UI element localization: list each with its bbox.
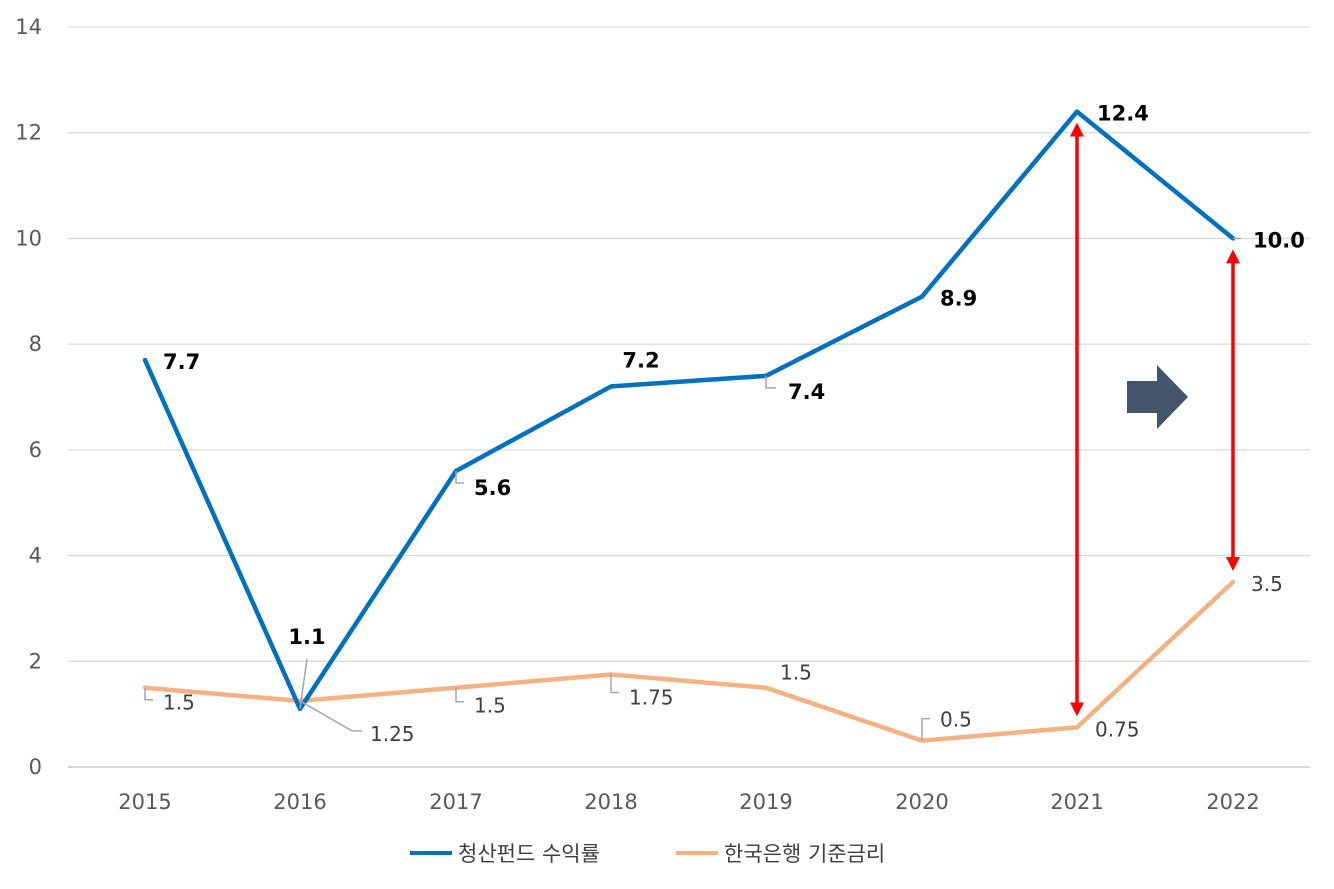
y-tick-label: 14 (15, 15, 42, 39)
series-line-fund (142, 109, 1236, 712)
data-label-fund: 12.4 (1097, 102, 1149, 126)
data-label-fund: 7.4 (788, 380, 825, 404)
leader-line (921, 717, 930, 741)
data-label-fund: 1.1 (288, 625, 325, 649)
data-label-rate: 0.75 (1095, 717, 1140, 741)
data-label-fund: 8.9 (940, 287, 977, 311)
gap-arrows (1070, 122, 1240, 717)
data-label-rate: 1.75 (629, 686, 674, 710)
y-tick-label: 6 (29, 438, 42, 462)
right-arrow-icon (1127, 365, 1188, 429)
x-tick-label: 2017 (429, 790, 482, 814)
data-label-rate: 1.5 (474, 694, 506, 718)
data-label-fund: 7.7 (163, 350, 200, 374)
data-label-rate: 0.5 (940, 708, 972, 732)
data-labels: 7.7 1.1 5.6 7.2 7.4 8.9 12.4 10.0 1.5 1.25 1.5 1.75… (163, 102, 1305, 746)
data-label-rate: 3.5 (1251, 572, 1283, 596)
leader-line (455, 687, 464, 703)
gridlines (68, 26, 1310, 768)
data-label-fund: 5.6 (474, 476, 511, 500)
x-tick-label: 2016 (273, 790, 326, 814)
leader-line (455, 471, 464, 484)
y-tick-label: 8 (29, 332, 42, 356)
leader-line (299, 700, 362, 732)
leader-line (765, 375, 776, 389)
y-tick-label: 12 (15, 121, 42, 145)
leader-line (610, 674, 619, 694)
data-label-rate: 1.5 (163, 691, 195, 715)
series-lines (142, 109, 1236, 743)
x-tick-label: 2021 (1050, 790, 1103, 814)
data-label-rate: 1.25 (370, 722, 415, 746)
data-label-fund: 7.2 (622, 348, 659, 372)
y-tick-label: 0 (29, 755, 42, 779)
series-line-rate (142, 579, 1236, 743)
x-tick-label: 2020 (895, 790, 948, 814)
legend: 청산펀드 수익률 한국은행 기준금리 (410, 842, 885, 866)
data-label-fund: 10.0 (1253, 228, 1305, 252)
x-tick-label: 2022 (1206, 790, 1259, 814)
y-axis: 0 2 4 6 8 10 12 14 (15, 15, 42, 779)
data-label-rate: 1.5 (780, 661, 812, 685)
leader-line (144, 687, 153, 701)
y-tick-label: 10 (15, 226, 42, 250)
label-leader-lines (144, 237, 1241, 741)
x-tick-label: 2018 (584, 790, 637, 814)
y-tick-label: 4 (29, 544, 42, 568)
x-tick-label: 2015 (118, 790, 171, 814)
x-tick-label: 2019 (739, 790, 792, 814)
x-axis: 2015 2016 2017 2018 2019 2020 2021 2022 (118, 790, 1259, 814)
legend-label-fund: 청산펀드 수익률 (458, 842, 600, 866)
legend-label-rate: 한국은행 기준금리 (724, 842, 885, 866)
leader-line (299, 658, 308, 709)
y-tick-label: 2 (29, 649, 42, 673)
